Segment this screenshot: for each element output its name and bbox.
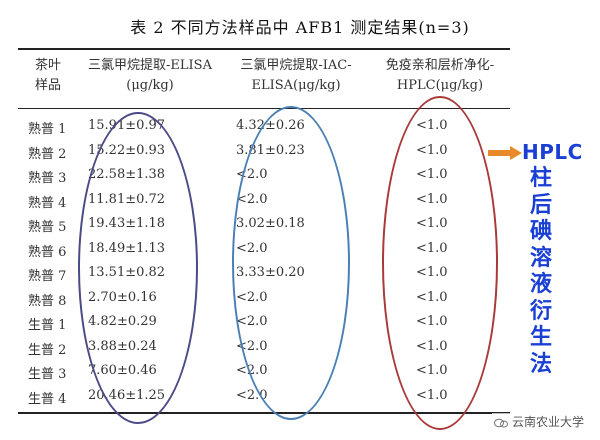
header-iac-elisa-line2: ELISA(μg/kg) [251, 78, 341, 93]
cell-sample: 生普 4 [28, 391, 67, 407]
cell-sample: 熟普 4 [28, 195, 67, 211]
cell-sample: 生普 3 [28, 367, 67, 382]
header-elisa-line2: (μg/kg) [126, 78, 174, 93]
annotation-char: 碘 [529, 219, 552, 244]
cell-sample: 熟普 2 [28, 146, 67, 162]
cell-sample: 熟普 5 [28, 220, 67, 235]
highlight-oval-hplc [382, 96, 498, 430]
header-elisa-line1: 三氯甲烷提取-ELISA [88, 58, 212, 73]
header-sample-line2: 样品 [34, 78, 61, 93]
annotation-char: 液 [529, 272, 552, 297]
watermark: 云南农业大学 [491, 413, 586, 430]
table-top-rule [18, 48, 510, 50]
header-hplc-line2: HPLC(μg/kg) [396, 78, 484, 93]
table-bottom-rule [18, 412, 510, 414]
cell-sample: 熟普 8 [28, 293, 67, 309]
cell-sample: 熟普 3 [28, 171, 67, 186]
annotation-char: 柱 [529, 166, 552, 191]
cell-sample: 熟普 6 [28, 244, 67, 260]
cell-sample: 熟普 1 [28, 122, 67, 137]
annotation-char: 法 [529, 351, 552, 377]
annotation-char: 生 [529, 325, 552, 350]
header-hplc: 免疫亲和层析净化- HPLC(μg/kg) [370, 56, 510, 102]
header-sample: 茶叶 样品 [18, 56, 78, 102]
annotation-title: HPLC [522, 140, 583, 164]
highlight-oval-iac-elisa [232, 106, 350, 420]
table-header-rule [18, 108, 510, 109]
highlight-oval-elisa [78, 112, 198, 424]
annotation-char: 后 [529, 192, 552, 218]
header-hplc-line1: 免疫亲和层析净化- [385, 58, 495, 73]
watermark-text: 云南农业大学 [511, 415, 584, 429]
annotation-char: 衍 [529, 298, 552, 324]
header-iac-elisa-line1: 三氯甲烷提取-IAC- [240, 58, 352, 73]
cell-sample: 熟普 7 [28, 269, 67, 284]
annotation-char: 溶 [529, 245, 552, 271]
right-arrow-icon [488, 146, 522, 160]
header-sample-line1: 茶叶 [34, 58, 61, 73]
table-caption: 表 2 不同方法样品中 AFB1 测定结果(n=3) [130, 18, 470, 37]
cell-sample: 生普 1 [28, 318, 67, 333]
annotation-vertical-text: 柱后碘溶液衍生法 [526, 166, 556, 378]
wechat-icon [493, 418, 508, 427]
header-iac-elisa: 三氯甲烷提取-IAC- ELISA(μg/kg) [222, 56, 370, 102]
cell-sample: 生普 2 [28, 342, 67, 358]
header-elisa: 三氯甲烷提取-ELISA (μg/kg) [80, 56, 220, 102]
